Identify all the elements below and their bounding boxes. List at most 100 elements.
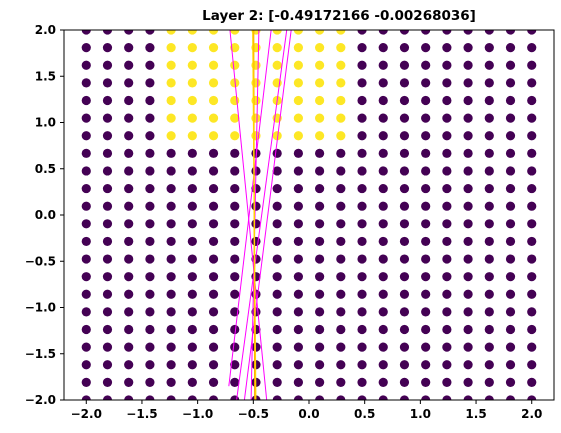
- data-point-class-0: [145, 395, 155, 400]
- data-point-class-0: [124, 95, 134, 106]
- data-point-class-0: [102, 342, 113, 352]
- data-point-class-0: [102, 113, 113, 123]
- data-point-class-0: [336, 254, 346, 264]
- data-point-class-1: [166, 60, 176, 70]
- data-point-class-0: [378, 183, 388, 194]
- data-point-class-0: [293, 201, 303, 211]
- data-point-class-0: [208, 307, 219, 317]
- data-point-class-0: [463, 201, 473, 211]
- data-point-class-0: [230, 342, 240, 352]
- data-point-class-0: [145, 342, 155, 352]
- data-point-class-0: [421, 219, 431, 229]
- y-tick-label: −0.5: [25, 254, 56, 268]
- data-point-class-0: [399, 78, 410, 88]
- data-point-class-0: [378, 78, 388, 88]
- data-point-class-1: [293, 95, 303, 106]
- data-point-class-0: [357, 78, 367, 88]
- x-tick-label: 1.0: [410, 407, 431, 421]
- data-point-class-0: [145, 377, 155, 387]
- data-point-class-0: [315, 377, 325, 387]
- data-point-class-0: [81, 78, 91, 88]
- data-point-class-1: [336, 43, 346, 53]
- data-point-class-0: [166, 342, 176, 352]
- data-point-class-0: [357, 219, 367, 229]
- data-point-class-1: [293, 30, 303, 35]
- data-point-class-0: [421, 307, 431, 317]
- data-point-class-0: [463, 30, 473, 35]
- data-point-class-1: [187, 95, 197, 106]
- data-point-class-1: [293, 78, 303, 88]
- data-point-class-0: [208, 254, 219, 264]
- data-point-class-0: [251, 219, 261, 229]
- data-point-class-0: [378, 236, 388, 247]
- data-point-class-1: [251, 113, 261, 123]
- data-point-class-0: [102, 60, 113, 70]
- data-point-class-0: [293, 272, 303, 282]
- data-point-class-0: [145, 113, 155, 123]
- data-point-class-0: [336, 360, 346, 370]
- data-point-class-0: [187, 342, 197, 352]
- data-point-class-0: [145, 201, 155, 211]
- data-point-class-0: [527, 30, 537, 35]
- data-point-class-0: [378, 166, 388, 176]
- data-point-class-0: [102, 360, 113, 370]
- data-point-class-0: [442, 395, 452, 400]
- data-point-class-0: [102, 307, 113, 317]
- data-point-class-1: [336, 60, 346, 70]
- data-point-class-0: [421, 324, 431, 335]
- data-point-class-0: [357, 183, 367, 194]
- data-point-class-0: [505, 219, 516, 229]
- data-point-class-0: [208, 236, 219, 247]
- data-point-class-0: [272, 166, 282, 176]
- data-point-class-1: [187, 30, 197, 35]
- data-point-class-0: [145, 219, 155, 229]
- data-point-class-0: [378, 219, 388, 229]
- data-point-class-0: [527, 78, 537, 88]
- data-point-class-0: [505, 236, 516, 247]
- data-point-class-0: [166, 236, 176, 247]
- x-tick-label: 2.0: [521, 407, 542, 421]
- data-point-class-0: [484, 60, 494, 70]
- y-tick-label: 0.0: [35, 208, 56, 222]
- data-point-class-0: [145, 131, 155, 141]
- data-point-class-0: [399, 201, 410, 211]
- data-point-class-0: [399, 113, 410, 123]
- data-point-class-0: [527, 360, 537, 370]
- data-point-class-0: [336, 166, 346, 176]
- data-point-class-0: [463, 219, 473, 229]
- data-point-class-0: [527, 236, 537, 247]
- data-point-class-0: [187, 148, 197, 158]
- data-point-class-0: [484, 377, 494, 387]
- data-point-class-0: [399, 377, 410, 387]
- data-point-class-0: [81, 60, 91, 70]
- data-point-class-0: [505, 254, 516, 264]
- data-point-class-0: [378, 360, 388, 370]
- data-point-class-1: [336, 95, 346, 106]
- data-point-class-0: [187, 201, 197, 211]
- data-point-class-0: [421, 272, 431, 282]
- data-point-class-0: [315, 289, 325, 299]
- data-point-class-0: [463, 95, 473, 106]
- data-point-class-0: [442, 78, 452, 88]
- data-point-class-0: [399, 342, 410, 352]
- data-point-class-0: [272, 377, 282, 387]
- data-point-class-0: [527, 219, 537, 229]
- data-point-class-0: [484, 131, 494, 141]
- data-point-class-1: [166, 30, 176, 35]
- data-point-class-1: [208, 43, 219, 53]
- data-point-class-0: [166, 324, 176, 335]
- data-point-class-0: [357, 307, 367, 317]
- data-point-class-1: [336, 113, 346, 123]
- data-point-class-0: [124, 254, 134, 264]
- data-point-class-0: [293, 219, 303, 229]
- data-point-class-1: [293, 60, 303, 70]
- data-point-class-0: [272, 307, 282, 317]
- data-point-class-0: [378, 307, 388, 317]
- data-point-class-0: [442, 183, 452, 194]
- data-point-class-0: [187, 254, 197, 264]
- data-point-class-0: [442, 60, 452, 70]
- data-point-class-0: [315, 254, 325, 264]
- data-point-class-0: [527, 95, 537, 106]
- data-point-class-0: [315, 272, 325, 282]
- data-point-class-0: [81, 377, 91, 387]
